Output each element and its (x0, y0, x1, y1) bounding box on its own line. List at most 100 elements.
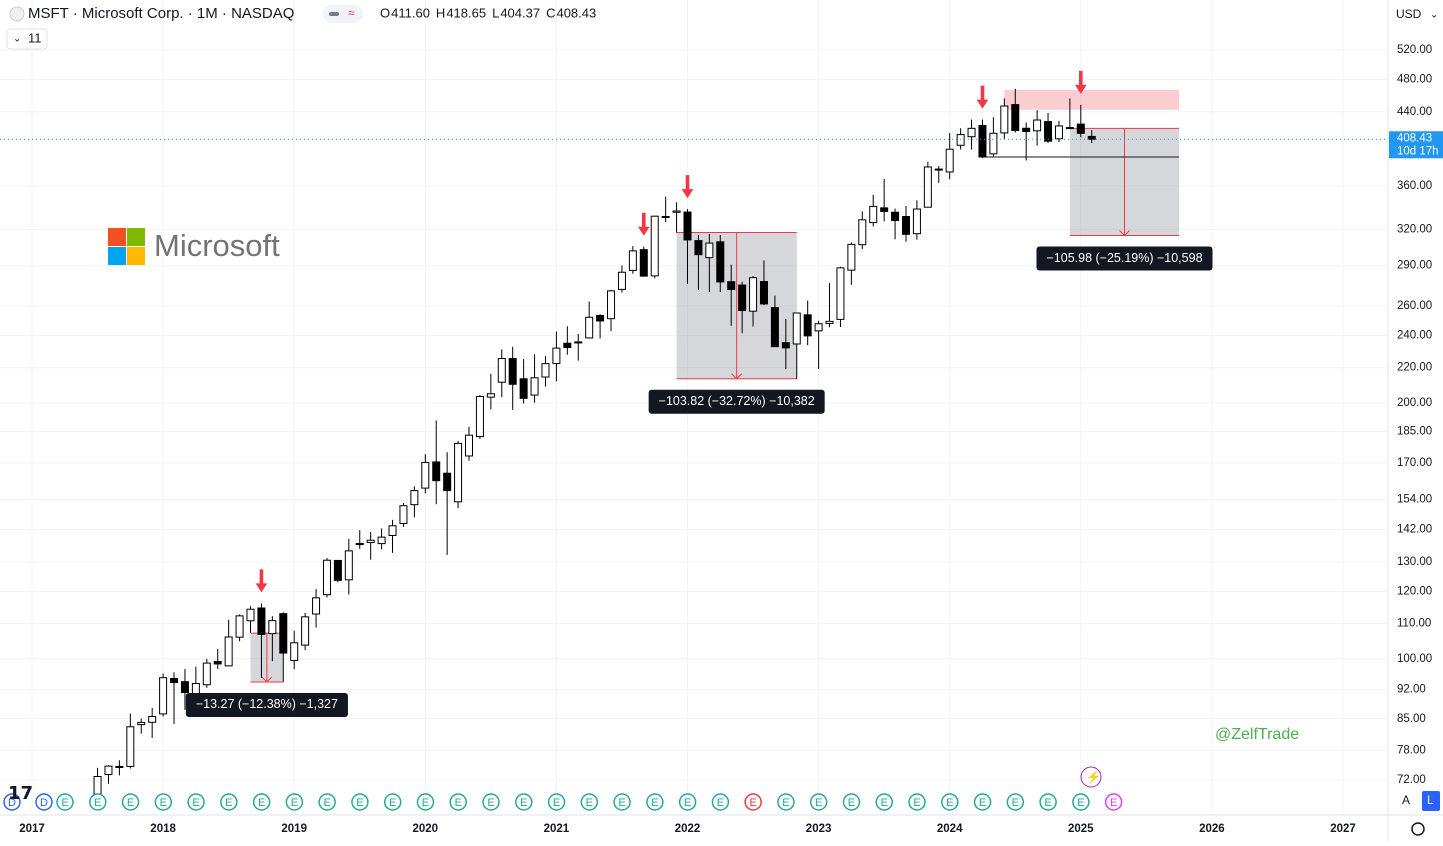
event-badge[interactable] (187, 793, 205, 811)
event-badge[interactable] (252, 793, 271, 811)
event-badge[interactable] (1104, 793, 1123, 811)
measure-arrowhead (731, 373, 743, 380)
event-badge[interactable] (1039, 793, 1057, 811)
event-badge[interactable] (678, 793, 697, 811)
log-button[interactable] (1422, 791, 1440, 811)
candle-body (399, 505, 408, 524)
status-pill[interactable] (323, 5, 363, 23)
event-badge[interactable] (1006, 793, 1025, 811)
event-badge[interactable] (842, 793, 861, 811)
candle-body (126, 726, 135, 767)
auto-label: A (1402, 793, 1410, 807)
event-badge[interactable] (318, 793, 336, 811)
candle-body (869, 205, 878, 224)
event-badge[interactable] (809, 793, 828, 811)
candle-body (661, 215, 670, 218)
event-badge[interactable] (121, 793, 140, 811)
event-badge[interactable] (56, 793, 74, 811)
event-badge[interactable] (220, 793, 238, 811)
event-badge[interactable] (941, 793, 959, 811)
event-badge[interactable] (908, 793, 926, 811)
auto-button[interactable] (1398, 791, 1416, 811)
x-tick-label: 2027 (1330, 823, 1356, 835)
event-badge[interactable] (89, 793, 107, 811)
candle-body (1065, 127, 1074, 130)
settings-icon[interactable] (1411, 822, 1425, 836)
event-label: E (356, 797, 363, 809)
candle-body (388, 525, 397, 536)
event-badge[interactable] (875, 793, 893, 811)
event-badge[interactable] (482, 793, 500, 811)
candle-body (333, 559, 342, 581)
indicator-toggle[interactable] (6, 28, 48, 50)
x-tick-label: 2017 (19, 823, 45, 835)
x-tick-label: 2021 (544, 823, 570, 835)
event-badge[interactable] (154, 793, 173, 811)
candle-body (650, 215, 659, 277)
event-badge[interactable] (973, 793, 992, 811)
signal-arrow (681, 175, 694, 199)
y-tick-label: 154.00 (1397, 493, 1432, 505)
event-badge[interactable] (744, 793, 762, 811)
currency-button[interactable] (1390, 3, 1440, 27)
event-label: E (684, 797, 691, 809)
candle-body (694, 240, 703, 256)
logo-square (108, 247, 126, 265)
y-tick-label: 360.00 (1397, 180, 1432, 192)
event-badge[interactable] (547, 793, 566, 811)
event-badge[interactable] (613, 793, 631, 811)
watermark: @ZelfTrade (1215, 726, 1299, 743)
candle-body (814, 323, 823, 332)
candle-body (1087, 135, 1096, 140)
event-label: E (815, 797, 822, 809)
flash-icon[interactable] (1080, 766, 1102, 788)
event-badge[interactable] (580, 793, 599, 811)
event-badge[interactable] (35, 793, 53, 811)
candle-body (1011, 104, 1020, 131)
event-badge[interactable] (351, 793, 369, 811)
event-label: E (192, 797, 199, 809)
symbol-icon (9, 6, 25, 22)
candle-body (934, 168, 943, 171)
candle-body (454, 442, 463, 503)
candle-body (159, 677, 168, 715)
event-badge[interactable] (711, 793, 730, 811)
candle-body (508, 358, 517, 385)
candle-body (170, 678, 179, 684)
candle-body (574, 341, 583, 344)
candle-body (978, 125, 987, 158)
event-badge[interactable] (416, 793, 435, 811)
event-label: E (1012, 797, 1019, 809)
candle-body (344, 550, 353, 581)
event-badge[interactable] (515, 793, 533, 811)
candle-body (596, 315, 605, 322)
candle-body (432, 461, 441, 482)
measure-arrowhead (1119, 230, 1130, 237)
candle-body (530, 377, 539, 396)
candle-body (792, 312, 801, 345)
candle-body (891, 211, 900, 222)
event-label: E (94, 797, 101, 809)
candle-body (1000, 105, 1009, 134)
event-badge[interactable] (646, 793, 664, 811)
y-tick-label: 142.00 (1397, 523, 1432, 535)
event-badge[interactable] (383, 793, 402, 811)
event-badge[interactable] (1072, 793, 1090, 811)
measure-label: −103.82 (−32.72%) −10,382 (648, 389, 825, 414)
candle-body (1044, 121, 1053, 142)
event-badge[interactable] (449, 793, 467, 811)
x-tick-label: 2026 (1199, 823, 1225, 835)
event-label: E (520, 797, 527, 809)
candle-body (902, 216, 910, 235)
candle-body (672, 210, 681, 213)
event-badge[interactable] (285, 793, 304, 811)
event-badge[interactable] (3, 793, 21, 811)
candle-body (617, 271, 626, 290)
candle-body (268, 620, 277, 635)
event-badge[interactable] (777, 793, 795, 811)
candle-body (224, 636, 233, 667)
candle-body (727, 281, 736, 291)
candle-body (465, 434, 473, 457)
candle-body (257, 607, 266, 635)
candle-body (235, 615, 244, 638)
